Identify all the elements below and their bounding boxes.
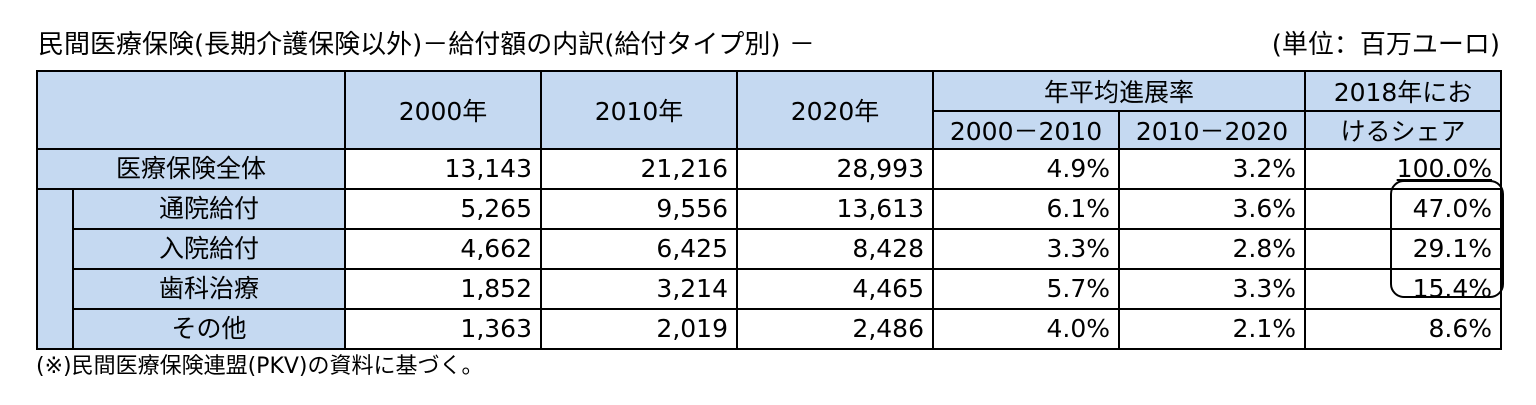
footnote: (※)民間医療保険連盟(PKV)の資料に基づく。: [36, 354, 484, 379]
header-2000: 2000年: [344, 70, 542, 150]
cell-growth-2: 3.6%: [1118, 188, 1306, 230]
cell-growth-1: 3.3%: [932, 228, 1120, 270]
header-growth-2010-2020: 2010－2020: [1118, 110, 1306, 150]
table-row: 医療保険全体 13,143 21,216 28,993 4.9% 3.2% 10…: [36, 148, 1502, 190]
table-row: 通院給付 5,265 9,556 13,613 6.1% 3.6% 47.0%: [36, 188, 1502, 350]
cell-growth-2: 3.3%: [1118, 268, 1306, 310]
cell-growth-2: 3.2%: [1118, 148, 1306, 190]
cell-2010: 9,556: [540, 188, 738, 230]
cell-2000: 1,363: [344, 308, 542, 350]
benefits-table: 2000年 2010年 2020年 年平均進展率 2018年にお 2000－20…: [36, 70, 1502, 350]
row-indent: [36, 188, 74, 350]
header-2010: 2010年: [540, 70, 738, 150]
cell-2010: 6,425: [540, 228, 738, 270]
table-row: 歯科治療 1,852 3,214 4,465 5.7% 3.3% 15.4%: [37, 268, 1502, 310]
table-row: 入院給付 4,662 6,425 8,428 3.3% 2.8% 29.1%: [37, 228, 1502, 270]
cell-2000: 1,852: [344, 268, 542, 310]
cell-2010: 21,216: [540, 148, 738, 190]
cell-2020: 13,613: [736, 188, 934, 230]
unit-label: (単位：百万ユーロ): [1271, 30, 1500, 60]
cell-2000: 13,143: [344, 148, 542, 190]
cell-growth-1: 5.7%: [932, 268, 1120, 310]
row-label: 歯科治療: [72, 268, 346, 310]
cell-2020: 8,428: [736, 228, 934, 270]
table-row: その他 1,363 2,019 2,486 4.0% 2.1% 8.6%: [37, 308, 1502, 350]
row-label: 通院給付: [72, 188, 346, 230]
cell-2000: 5,265: [344, 188, 542, 230]
cell-growth-1: 4.9%: [932, 148, 1120, 190]
cell-2000: 4,662: [344, 228, 542, 270]
cell-2020: 2,486: [736, 308, 934, 350]
cell-2020: 4,465: [736, 268, 934, 310]
share-highlight-box: [1390, 180, 1504, 298]
row-label: 入院給付: [72, 228, 346, 270]
cell-2010: 2,019: [540, 308, 738, 350]
header-growth-2000-2010: 2000－2010: [932, 110, 1120, 150]
cell-share: 47.0%: [1304, 188, 1502, 230]
cell-share: 8.6%: [1304, 308, 1502, 350]
cell-growth-2: 2.8%: [1118, 228, 1306, 270]
table-title: 民間医療保険(長期介護保険以外)－給付額の内訳(給付タイプ別) －: [38, 30, 815, 60]
cell-growth-1: 4.0%: [932, 308, 1120, 350]
cell-growth-2: 2.1%: [1118, 308, 1306, 350]
cell-2020: 28,993: [736, 148, 934, 190]
header-2020: 2020年: [736, 70, 934, 150]
cell-share: 29.1%: [1304, 228, 1502, 270]
row-label: その他: [72, 308, 346, 350]
row-label: 医療保険全体: [36, 148, 346, 190]
header-growth: 年平均進展率: [932, 70, 1306, 112]
header-corner: [36, 70, 346, 150]
header-share-line2: けるシェア: [1304, 110, 1502, 150]
cell-growth-1: 6.1%: [932, 188, 1120, 230]
cell-2010: 3,214: [540, 268, 738, 310]
header-share-line1: 2018年にお: [1304, 70, 1502, 112]
